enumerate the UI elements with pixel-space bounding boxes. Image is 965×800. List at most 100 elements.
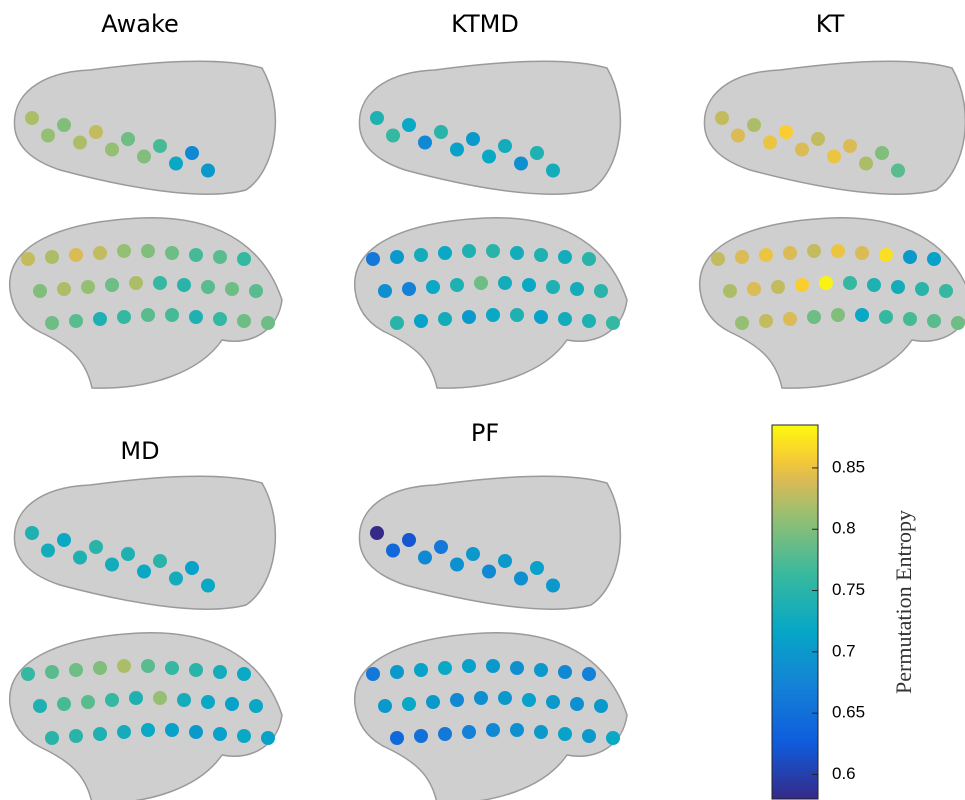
electrode-dot (25, 526, 39, 540)
electrode-dot (715, 111, 729, 125)
electrode-dot (213, 727, 227, 741)
electrode-dot (386, 129, 400, 143)
electrode-dot (137, 565, 151, 579)
electrode-dot (779, 125, 793, 139)
electrode-dot (261, 316, 275, 330)
electrode-dot (438, 727, 452, 741)
electrode-dot (510, 661, 524, 675)
electrode-dot (105, 278, 119, 292)
electrode-dot (89, 125, 103, 139)
electrode-dot (261, 731, 275, 745)
electrode-dot (534, 663, 548, 677)
electrode-dot (189, 663, 203, 677)
brain-medial (359, 476, 620, 609)
brain-lateral (355, 218, 627, 388)
electrode-dot (783, 246, 797, 260)
electrode-dot (185, 561, 199, 575)
electrode-dot (189, 310, 203, 324)
brain-medial (14, 61, 275, 194)
panel: PF (355, 419, 627, 800)
electrode-dot (939, 284, 953, 298)
electrode-dot (438, 246, 452, 260)
electrode-dot (69, 729, 83, 743)
electrode-dot (759, 248, 773, 262)
electrode-dot (534, 248, 548, 262)
electrode-dot (169, 572, 183, 586)
electrode-dot (69, 663, 83, 677)
electrode-dot (546, 280, 560, 294)
electrode-dot (402, 118, 416, 132)
electrode-dot (141, 308, 155, 322)
electrode-dot (510, 246, 524, 260)
electrode-dot (237, 252, 251, 266)
electrode-dot (129, 276, 143, 290)
electrode-dot (45, 316, 59, 330)
electrode-dot (462, 659, 476, 673)
electrode-dot (21, 667, 35, 681)
electrode-dot (41, 129, 55, 143)
electrode-dot (582, 314, 596, 328)
electrode-dot (366, 667, 380, 681)
electrode-dot (73, 551, 87, 565)
electrode-dot (759, 314, 773, 328)
electrode-dot (462, 244, 476, 258)
panel: KTMD (355, 10, 627, 388)
electrode-dot (366, 252, 380, 266)
electrode-dot (402, 697, 416, 711)
electrode-dot (514, 157, 528, 171)
electrode-dot (462, 725, 476, 739)
electrode-dot (225, 697, 239, 711)
electrode-dot (93, 661, 107, 675)
electrode-dot (486, 308, 500, 322)
panel-title: KT (816, 10, 845, 38)
electrode-dot (546, 164, 560, 178)
panel: Awake (10, 10, 282, 388)
electrode-dot (606, 731, 620, 745)
electrode-dot (141, 244, 155, 258)
electrode-dot (93, 727, 107, 741)
electrode-dot (434, 540, 448, 554)
electrode-dot (213, 312, 227, 326)
electrode-dot (185, 146, 199, 160)
electrode-dot (530, 146, 544, 160)
electrode-dot (165, 308, 179, 322)
electrode-dot (21, 252, 35, 266)
electrode-dot (57, 533, 71, 547)
electrode-dot (81, 695, 95, 709)
electrode-dot (45, 250, 59, 264)
electrode-dot (378, 284, 392, 298)
electrode-dot (731, 129, 745, 143)
electrode-dot (390, 731, 404, 745)
colorbar-tick-label: 0.7 (832, 641, 856, 660)
electrode-dot (510, 308, 524, 322)
electrode-dot (831, 244, 845, 258)
electrode-dot (783, 312, 797, 326)
electrode-dot (390, 250, 404, 264)
electrode-dot (843, 276, 857, 290)
electrode-dot (418, 551, 432, 565)
brain-lateral (700, 218, 965, 388)
colorbar-tick-label: 0.8 (832, 519, 856, 538)
electrode-dot (121, 547, 135, 561)
electrode-dot (225, 282, 239, 296)
electrode-dot (570, 697, 584, 711)
electrode-dot (237, 314, 251, 328)
electrode-dot (735, 250, 749, 264)
electrode-dot (450, 558, 464, 572)
electrode-dot (153, 139, 167, 153)
electrode-dot (153, 554, 167, 568)
brain-medial (359, 61, 620, 194)
electrode-dot (129, 691, 143, 705)
electrode-dot (177, 693, 191, 707)
electrode-dot (117, 659, 131, 673)
electrode-dot (482, 150, 496, 164)
colorbar-gradient (772, 425, 818, 799)
electrode-dot (93, 246, 107, 260)
brain-lateral (355, 633, 627, 800)
electrode-dot (414, 729, 428, 743)
electrode-dot (763, 136, 777, 150)
panel-title: Awake (101, 10, 179, 38)
electrode-dot (450, 693, 464, 707)
electrode-dot (498, 276, 512, 290)
